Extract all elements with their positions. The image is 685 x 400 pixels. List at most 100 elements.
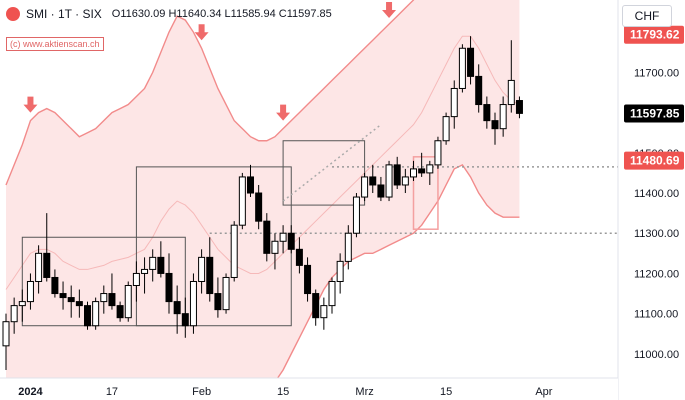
- candle-body: [320, 305, 328, 319]
- candle-body: [483, 104, 491, 122]
- candle-body: [336, 260, 344, 282]
- candle-body: [434, 140, 442, 166]
- candle-body: [499, 104, 507, 130]
- candle-body: [442, 116, 450, 142]
- x-tick-label: 2024: [18, 386, 43, 398]
- candle-body: [295, 248, 303, 266]
- band-layer: [5, 0, 520, 400]
- candle-body: [43, 252, 51, 278]
- candle-body: [222, 276, 230, 311]
- candle-body: [116, 305, 124, 319]
- price-label: 11597.85: [630, 106, 680, 120]
- candle-body: [149, 256, 157, 270]
- candle-body: [344, 232, 352, 262]
- candle-body: [393, 164, 401, 186]
- price-label: 11480.69: [630, 154, 680, 168]
- candle-body: [206, 256, 214, 295]
- candle-body: [426, 164, 434, 174]
- candle-body: [377, 184, 385, 198]
- trend-dotted-line: [282, 124, 382, 202]
- symbol-label[interactable]: SMI · 1T · SIX: [26, 7, 102, 21]
- candle-body: [100, 293, 108, 303]
- down-arrow-icon: [276, 104, 291, 121]
- price-label-bg: [624, 151, 684, 170]
- candle-body: [287, 232, 295, 250]
- candle-body: [361, 176, 369, 198]
- markers-layer: [23, 2, 397, 121]
- chart-header: SMI · 1T · SIX O11630.09 H11640.34 L1158…: [6, 5, 332, 23]
- ohlc-readout: O11630.09 H11640.34 L11585.94 C11597.85: [111, 8, 332, 20]
- candle-body: [132, 272, 140, 287]
- candle-body: [59, 293, 67, 299]
- price-label-bg: [624, 25, 684, 44]
- candle-body: [35, 252, 43, 282]
- candle-body: [410, 168, 417, 178]
- candle-body: [458, 47, 466, 89]
- y-tick-label: 11300.00: [634, 228, 679, 240]
- candle-body: [230, 224, 238, 278]
- band-mid-line: [5, 35, 520, 290]
- candle-body: [173, 301, 181, 315]
- candle-body: [124, 285, 132, 319]
- range-box: [412, 156, 439, 230]
- candle-body: [352, 196, 360, 234]
- candle-body: [18, 301, 26, 307]
- candle-body: [84, 305, 91, 327]
- candle-body: [10, 305, 18, 323]
- candle-body: [165, 272, 173, 303]
- currency-button[interactable]: CHF: [622, 5, 672, 27]
- candle-body: [467, 47, 475, 77]
- candle-body: [507, 79, 515, 106]
- down-arrow-icon: [23, 96, 38, 113]
- y-tick-label: 11000.00: [634, 349, 679, 361]
- x-tick-label: 15: [440, 386, 452, 398]
- x-tick-label: 15: [277, 386, 289, 398]
- candles-layer: [2, 36, 523, 370]
- candle-body: [26, 280, 34, 303]
- candle-body: [238, 176, 246, 226]
- y-tick-label: 11200.00: [634, 268, 679, 280]
- price-axis-bg: [618, 0, 685, 400]
- down-arrow-icon: [382, 2, 397, 18]
- candle-body: [491, 120, 499, 130]
- time-axis-bg: [0, 378, 618, 400]
- candle-body: [385, 164, 393, 198]
- candle-body: [475, 75, 483, 106]
- candle-body: [157, 256, 165, 274]
- candle-body: [2, 321, 10, 347]
- x-tick-label: Feb: [192, 386, 211, 398]
- symbol-logo-icon: [6, 7, 20, 21]
- price-label-bg: [624, 104, 684, 123]
- candle-body: [328, 280, 336, 307]
- candle-body: [108, 293, 116, 307]
- candle-body: [279, 232, 287, 242]
- y-tick-label: 11400.00: [634, 188, 679, 200]
- candle-body: [271, 240, 279, 254]
- watermark: (c) www.aktienscan.ch: [6, 37, 104, 51]
- candle-body: [51, 276, 59, 295]
- candle-body: [92, 301, 100, 327]
- candle-body: [189, 280, 197, 327]
- down-arrow-icon: [194, 24, 209, 41]
- candle-body: [247, 176, 254, 194]
- candle-body: [369, 176, 377, 186]
- candle-body: [214, 293, 222, 311]
- candle-body: [401, 176, 409, 186]
- candle-body: [312, 293, 320, 319]
- candle-body: [198, 256, 206, 282]
- candle-body: [304, 264, 312, 295]
- x-tick-label: Mrz: [355, 386, 373, 398]
- candle-body: [141, 268, 149, 274]
- y-tick-label: 11100.00: [634, 309, 678, 321]
- candle-body: [67, 297, 75, 303]
- price-label: 11793.62: [630, 28, 680, 42]
- candle-body: [181, 313, 189, 327]
- band-fill: [6, 0, 520, 400]
- candle-body: [418, 168, 426, 174]
- candle-body: [515, 100, 523, 114]
- x-tick-label: 17: [106, 386, 118, 398]
- candle-body: [450, 87, 458, 118]
- candle-body: [263, 220, 271, 254]
